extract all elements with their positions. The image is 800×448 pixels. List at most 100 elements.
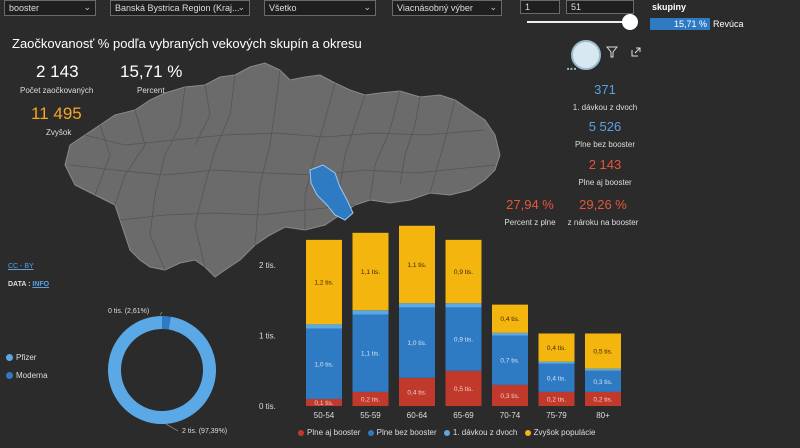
chevron-down-icon: ⌄ <box>237 2 245 12</box>
range-max-value: 51 <box>571 2 582 12</box>
bar-segment[interactable] <box>306 324 342 329</box>
legend-label: 1. dávkou z dvoch <box>452 428 518 437</box>
bar-segment[interactable] <box>445 239 482 304</box>
x-category-label: 75-79 <box>546 411 567 420</box>
bar-segment[interactable] <box>306 398 342 406</box>
legend-item-rest[interactable]: Zvyšok populácie <box>524 428 595 437</box>
bar-segment[interactable] <box>352 314 389 392</box>
bar-data-label: 0,5 tis. <box>454 386 473 393</box>
filter-region[interactable]: Banská Bystrica Region (Kraj... ⌄ <box>110 0 250 16</box>
bar-segment[interactable] <box>585 333 621 369</box>
age-group-stacked-bar-chart[interactable]: 0 tis. 1 tis. 2 tis. 0,1 tis. 1,0 tis. 1,2 t… <box>255 225 635 425</box>
filter-district[interactable]: Všetko ⌄ <box>264 0 376 16</box>
bar-segment[interactable] <box>352 232 389 311</box>
bar-segment[interactable] <box>585 368 621 371</box>
bar-segment[interactable] <box>585 370 621 392</box>
map-country-shape[interactable] <box>64 62 501 278</box>
bar-segment[interactable] <box>585 391 621 406</box>
filter-multiselect[interactable]: Viacnásobný výber ⌄ <box>392 0 502 16</box>
donut-slice-pfizer[interactable] <box>107 316 216 424</box>
range-min-input[interactable]: 1 <box>520 0 560 14</box>
bar-segment[interactable] <box>306 239 342 325</box>
kpi-rest-label: Zvyšok <box>46 128 72 137</box>
bar-segment[interactable] <box>445 370 482 406</box>
kpi-with-booster-value: 2 143 <box>588 157 622 172</box>
bar-segment[interactable] <box>352 391 389 406</box>
bar-segment[interactable] <box>352 310 389 315</box>
range-max-input[interactable]: 51 <box>566 0 634 14</box>
slovakia-map[interactable] <box>55 55 515 285</box>
skupiny-name: Revúca <box>713 19 744 29</box>
chevron-down-icon: ⌄ <box>489 2 497 12</box>
skupiny-label: skupiny <box>652 2 687 12</box>
logo-icon <box>571 40 601 70</box>
skupiny-value-bar[interactable]: 15,71 % <box>650 18 710 30</box>
bar-segment[interactable] <box>445 303 482 308</box>
bar-data-label: 0,5 tis. <box>593 349 612 356</box>
bar-segment[interactable] <box>492 332 528 336</box>
vaccine-donut-chart[interactable]: 0 tis. (2,61%) 2 tis. (97,39%) <box>100 300 300 440</box>
bar-data-label: 0,1 tis. <box>314 400 333 407</box>
bar-data-label: 1,2 tis. <box>314 280 333 287</box>
y-tick-label: 0 tis. <box>259 402 276 411</box>
legend-label: Pfizer <box>16 353 37 362</box>
bar-segment[interactable] <box>492 304 528 333</box>
bar-data-label: 0,3 tis. <box>593 379 612 386</box>
donut-label-pfizer: 2 tis. (97,39%) <box>182 428 227 435</box>
legend-dot <box>6 354 13 362</box>
bar-chart-legend: Plne aj booster Plne bez booster 1. dávk… <box>298 428 600 437</box>
bar-segment[interactable] <box>538 333 575 362</box>
legend-dot <box>6 372 13 380</box>
y-tick-label: 1 tis. <box>259 332 276 341</box>
donut-legend-pfizer[interactable]: Pfizer <box>6 353 36 362</box>
chevron-down-icon: ⌄ <box>363 2 371 12</box>
bar-data-label: 0,4 tis. <box>547 345 566 352</box>
logo-wordmark: ■■■ <box>567 66 578 71</box>
bar-segment[interactable] <box>492 384 528 406</box>
bar-segment[interactable] <box>538 361 575 364</box>
bar-segment[interactable] <box>306 328 342 399</box>
range-slider-handle[interactable] <box>622 14 638 30</box>
chevron-down-icon: ⌄ <box>83 2 91 12</box>
bar-segment[interactable] <box>399 377 435 406</box>
page-title: Zaočkovanosť % podľa vybraných vekových … <box>12 36 362 51</box>
bar-segment[interactable] <box>538 391 575 406</box>
bar-segment[interactable] <box>492 335 528 385</box>
donut-slice-moderna[interactable] <box>162 316 171 330</box>
legend-item-booster[interactable]: Plne aj booster <box>298 428 360 437</box>
bar-data-label: 0,3 tis. <box>500 393 519 400</box>
kpi-count-label: Počet zaočkovaných <box>20 86 94 95</box>
kpi-no-booster: 5 526 Plne bez booster <box>545 119 665 149</box>
data-info-link[interactable]: INFO <box>32 281 50 288</box>
filter-value: Všetko <box>269 3 297 13</box>
kpi-pct-entitled: 29,26 % z nároku na booster <box>543 197 663 227</box>
filter-vaccine-type[interactable]: booster ⌄ <box>4 0 96 16</box>
kpi-count-value: 2 143 <box>36 62 79 81</box>
legend-item-no-booster[interactable]: Plne bez booster <box>367 428 437 437</box>
kpi-dose1-label: 1. dávkou z dvoch <box>572 103 638 112</box>
bar-data-label: 1,1 tis. <box>407 262 426 269</box>
kpi-percent-label: Percent <box>137 86 165 95</box>
kpi-pct-entitled-label: z nároku na booster <box>567 218 639 227</box>
bar-segment[interactable] <box>399 303 435 308</box>
legend-item-dose1[interactable]: 1. dávkou z dvoch <box>443 428 518 437</box>
range-min-value: 1 <box>525 2 531 12</box>
expand-icon[interactable] <box>630 46 642 58</box>
bar-segment[interactable] <box>399 307 435 378</box>
map-highlighted-district-revuca[interactable] <box>309 164 354 221</box>
filter-icon[interactable] <box>606 46 618 58</box>
bar-data-label: 0,9 tis. <box>454 269 473 276</box>
filter-value: Banská Bystrica Region (Kraj... <box>115 3 240 13</box>
legend-dot <box>443 429 450 436</box>
bar-segment[interactable] <box>399 225 435 304</box>
legend-dot <box>524 429 531 436</box>
bar-data-label: 0,2 tis. <box>547 396 566 403</box>
donut-legend-moderna[interactable]: Moderna <box>6 371 48 380</box>
kpi-pct-full-value: 27,94 % <box>506 197 554 212</box>
bar-data-label: 0,9 tis. <box>454 337 473 344</box>
bar-segment[interactable] <box>538 363 575 392</box>
range-slider-fill <box>527 21 627 23</box>
bar-data-label: 0,2 tis. <box>593 396 612 403</box>
bar-segment[interactable] <box>445 307 482 371</box>
cc-by-link[interactable]: CC - BY <box>8 263 34 270</box>
